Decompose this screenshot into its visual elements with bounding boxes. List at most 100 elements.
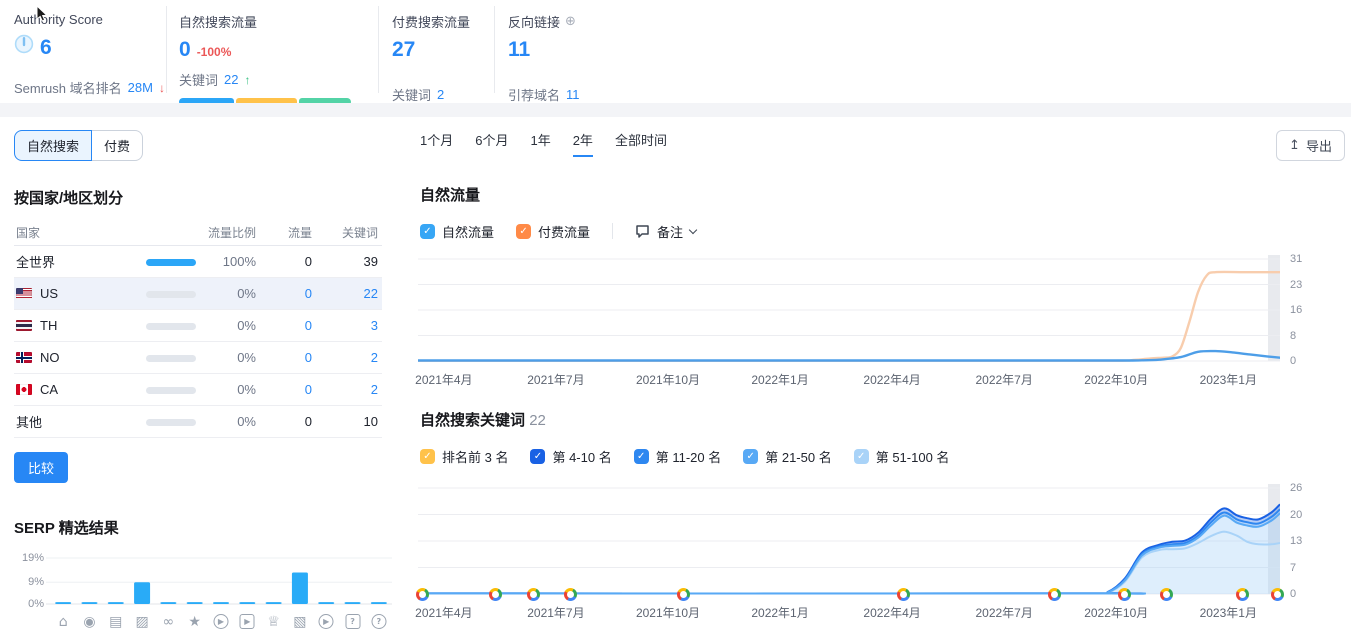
divider [378,6,379,93]
keywords-value[interactable]: 22 [363,286,378,301]
country-row[interactable]: NO 0% 0 2 [14,342,382,374]
keywords-value[interactable]: 2 [370,350,378,365]
keywords-value: 39 [363,254,378,269]
x-axis-label: 2022年1月 [751,606,809,620]
traffic-share-value: 0% [237,414,256,429]
legend-checkbox[interactable]: ✓ [420,223,435,239]
google-update-marker[interactable] [676,587,690,601]
legend-item[interactable]: ✓ 排名前 3 名 [420,447,508,466]
keywords-value: 10 [363,414,378,429]
intent-bar-segment [298,98,351,106]
organic-traffic-chart[interactable]: 0 8 16 23 31 2021年4月 2021年7月 2021年10月 2022年1月 202… [415,253,1345,387]
country-row[interactable]: TH 0% 0 3 [14,310,382,342]
y-axis-tick: 23 [1290,278,1303,291]
graduation-cap-icon: ⌂ [58,614,68,630]
paid-keywords-value[interactable]: 2 [437,87,445,102]
legend-checkbox[interactable]: ✓ [633,448,649,464]
organic-keywords-chart[interactable]: 0 7 13 20 26 2021年4月 2021年7月 2021年10月 2022年1月 202… [415,482,1345,620]
source-tabs: 自然搜索 付费 [14,130,144,161]
country-table-body: 全世界 100% 0 39 US 0% 0 22 TH 0% 0 3 NO 0% 0 2 CA 0% 0 2 其他 0% 0… [14,246,382,438]
organic-traffic-metric: 自然搜索流量 0 -100% 关键词 22 ↑ [167,0,378,106]
country-name: US [16,286,146,301]
document-icon: ▤ [109,614,123,630]
traffic-share-value: 0% [237,350,256,365]
google-update-marker[interactable] [415,587,429,601]
source-tab[interactable]: 自然搜索 [14,130,93,161]
country-name: NO [16,350,146,365]
star-icon: ★ [188,614,201,630]
keyword-intent-bar [179,98,351,106]
serp-feature-icons: ⌂ ◉ ▤ ▨ ∞ ★ ▶ ▶ ♕ ▧ ▶?? [14,613,396,630]
x-axis-label: 2022年7月 [975,606,1033,620]
google-update-marker[interactable] [489,587,503,601]
google-update-marker[interactable] [1159,587,1173,601]
range-tab[interactable]: 1个月 [420,133,454,148]
traffic-value[interactable]: 0 [304,382,312,397]
traffic-value[interactable]: 0 [304,350,312,365]
legend-item[interactable]: ✓ 第 51-100 名 [853,447,949,466]
country-name: CA [16,382,146,397]
legend-checkbox[interactable]: ✓ [420,448,435,464]
organic-keywords-title-text: 自然搜索关键词 [420,412,526,429]
main-panel: 1个月 6个月 1年 2年 全部时间 ↥ 导出 自然流量 ✓ 自然流量 ✓ 付费流量 备注 0 8… [410,130,1345,620]
range-tab[interactable]: 6个月 [475,133,509,148]
legend-checkbox[interactable]: ✓ [530,448,546,464]
legend-label: 第 11-20 名 [655,449,722,465]
export-button[interactable]: ↥ 导出 [1276,130,1345,161]
traffic-value: 0 [304,254,312,269]
legend-item[interactable]: ✓ 第 21-50 名 [743,447,832,466]
keywords-value[interactable]: 3 [370,318,378,333]
range-tab[interactable]: 1年 [530,133,551,148]
semrush-rank-value[interactable]: 28M [127,80,153,95]
google-update-marker[interactable] [896,587,910,601]
question-circle-icon: ? [371,614,387,629]
legend-item[interactable]: ✓ 付费流量 [516,222,590,241]
serp-features-title: SERP 精选结果 [14,520,119,537]
x-axis-label: 2021年10月 [635,606,700,620]
keywords-value[interactable]: 2 [370,382,378,397]
google-update-marker[interactable] [1270,587,1284,601]
range-tab[interactable]: 2年 [572,130,593,157]
country-row[interactable]: CA 0% 0 2 [14,374,382,406]
legend-checkbox[interactable]: ✓ [516,223,532,239]
legend-item[interactable]: ✓ 第 11-20 名 [633,447,722,466]
legend-label: 付费流量 [538,224,591,240]
intent-bar-segment [236,98,297,106]
legend-checkbox[interactable]: ✓ [853,448,869,464]
traffic-share-value: 0% [237,382,256,397]
country-row[interactable]: US 0% 0 22 [14,278,382,310]
notes-toggle[interactable]: 备注 [635,222,698,241]
country-row[interactable]: 其他 0% 0 10 [14,406,382,438]
col-traffic: 流量 [287,226,312,240]
google-update-marker[interactable] [1235,587,1249,601]
y-axis-tick: 20 [1290,508,1303,521]
semrush-rank-trend: ↓ [158,80,165,95]
traffic-share-bar [146,259,196,266]
question-bubble-icon: ? [345,614,361,629]
google-update-marker[interactable] [1047,587,1061,601]
source-tab[interactable]: 付费 [92,130,144,161]
location-icon: ◉ [83,614,96,630]
ref-domains-value[interactable]: 11 [566,87,580,102]
x-axis-label: 2021年7月 [527,606,585,620]
backlinks-metric: 反向链接 ⊕ 11 引荐域名 11 [495,0,580,103]
google-update-marker[interactable] [1118,587,1132,601]
notes-label: 备注 [657,224,684,240]
comment-bubble-icon [636,225,649,238]
google-update-marker[interactable] [564,587,578,601]
traffic-value[interactable]: 0 [304,286,312,301]
by-country-title: 按国家/地区划分 [14,190,124,207]
organic-keywords-title: 自然搜索关键词 22 [410,409,1345,430]
section-separator [0,103,1351,117]
google-update-marker[interactable] [527,587,540,601]
legend-item[interactable]: ✓ 自然流量 [420,222,494,241]
serp-features-chart[interactable]: 0% 9% 19% [14,552,396,613]
legend-item[interactable]: ✓ 第 4-10 名 [530,447,612,466]
compare-button[interactable]: 比较 [14,452,69,483]
country-row[interactable]: 全世界 100% 0 39 [14,246,382,278]
legend-checkbox[interactable]: ✓ [743,448,759,464]
range-tab[interactable]: 全部时间 [614,133,667,148]
traffic-value[interactable]: 0 [304,318,312,333]
organic-keywords-value[interactable]: 22 [224,72,239,87]
semrush-rank-label: Semrush 域名排名 [14,81,122,96]
